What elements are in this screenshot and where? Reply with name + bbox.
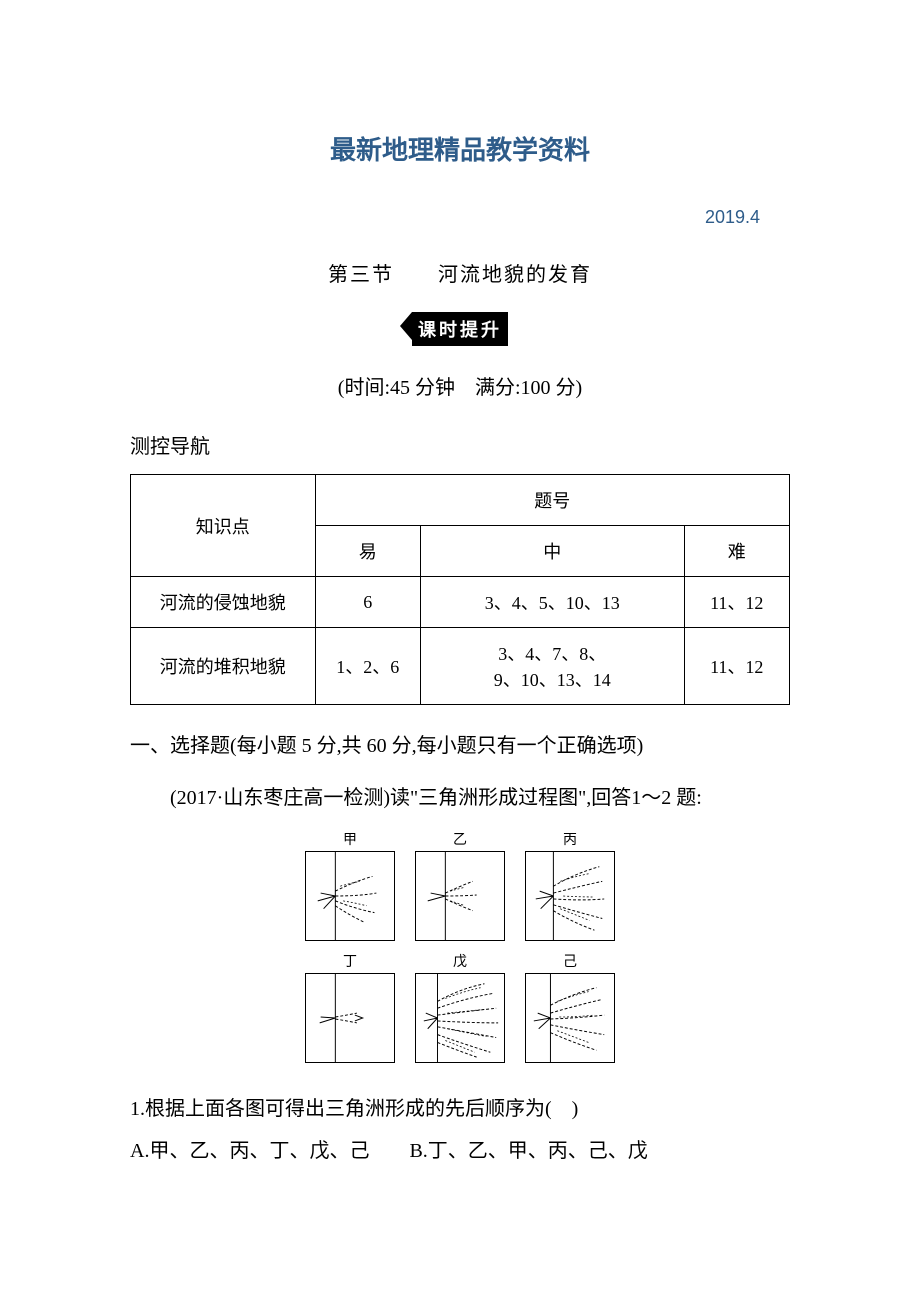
diagram-cell: 戊 xyxy=(415,951,505,1063)
table-row: 河流的堆积地貌 1、2、6 3、4、7、8、 9、10、13、14 11、12 xyxy=(131,628,790,705)
timing-info: (时间:45 分钟 满分:100 分) xyxy=(130,371,790,400)
diagram-label: 己 xyxy=(525,951,615,971)
delta-diagram-jia xyxy=(305,851,395,941)
col-topic: 知识点 xyxy=(131,475,316,577)
cell-topic: 河流的侵蚀地貌 xyxy=(131,577,316,628)
passage1: (2017·山东枣庄高一检测)读"三角洲形成过程图",回答1～2 题: xyxy=(130,777,790,819)
diagram-area: 甲 乙 丙 xyxy=(130,829,790,1063)
badge-container: 课时提升 xyxy=(130,312,790,346)
nav-heading: 测控导航 xyxy=(130,430,790,459)
diagram-label: 丁 xyxy=(305,951,395,971)
section-number: 第三节 xyxy=(328,264,394,286)
diagram-label: 乙 xyxy=(415,829,505,849)
q1-optB: B.丁、乙、甲、丙、己、戊 xyxy=(409,1140,647,1162)
cell-hard: 11、12 xyxy=(684,628,789,705)
q1-optA: A.甲、乙、丙、丁、戊、己 xyxy=(130,1140,369,1162)
delta-diagram-ding xyxy=(305,973,395,1063)
q1-stem: 1.根据上面各图可得出三角洲形成的先后顺序为( ) xyxy=(130,1088,790,1130)
q1-options: A.甲、乙、丙、丁、戊、己 B.丁、乙、甲、丙、己、戊 xyxy=(130,1130,790,1172)
cell-medium: 3、4、5、10、13 xyxy=(420,577,684,628)
cell-easy: 6 xyxy=(315,577,420,628)
delta-diagram-ji xyxy=(525,973,615,1063)
col-medium: 中 xyxy=(420,526,684,577)
section-title: 第三节 河流地貌的发育 xyxy=(130,258,790,287)
diagram-label: 甲 xyxy=(305,829,395,849)
delta-diagram-wu xyxy=(415,973,505,1063)
diagram-row-1: 甲 乙 丙 xyxy=(130,829,790,941)
main-title: 最新地理精品教学资料 xyxy=(130,130,790,167)
nav-table: 知识点 题号 易 中 难 河流的侵蚀地貌 6 3、4、5、10、13 11、12… xyxy=(130,474,790,705)
cell-easy: 1、2、6 xyxy=(315,628,420,705)
diagram-cell: 丙 xyxy=(525,829,615,941)
cell-topic: 河流的堆积地貌 xyxy=(131,628,316,705)
diagram-label: 丙 xyxy=(525,829,615,849)
col-easy: 易 xyxy=(315,526,420,577)
col-group: 题号 xyxy=(315,475,789,526)
date-text: 2019.4 xyxy=(130,207,790,228)
diagram-label: 戊 xyxy=(415,951,505,971)
table-row: 河流的侵蚀地貌 6 3、4、5、10、13 11、12 xyxy=(131,577,790,628)
diagram-cell: 丁 xyxy=(305,951,395,1063)
section1-title: 一、选择题(每小题 5 分,共 60 分,每小题只有一个正确选项) xyxy=(130,725,790,767)
section-name: 河流地貌的发育 xyxy=(438,264,592,286)
col-hard: 难 xyxy=(684,526,789,577)
diagram-cell: 己 xyxy=(525,951,615,1063)
delta-diagram-bing xyxy=(525,851,615,941)
table-header-row: 知识点 题号 xyxy=(131,475,790,526)
cell-hard: 11、12 xyxy=(684,577,789,628)
cell-medium: 3、4、7、8、 9、10、13、14 xyxy=(420,628,684,705)
diagram-row-2: 丁 戊 己 xyxy=(130,951,790,1063)
delta-diagram-yi xyxy=(415,851,505,941)
diagram-cell: 乙 xyxy=(415,829,505,941)
diagram-cell: 甲 xyxy=(305,829,395,941)
badge: 课时提升 xyxy=(412,312,508,346)
